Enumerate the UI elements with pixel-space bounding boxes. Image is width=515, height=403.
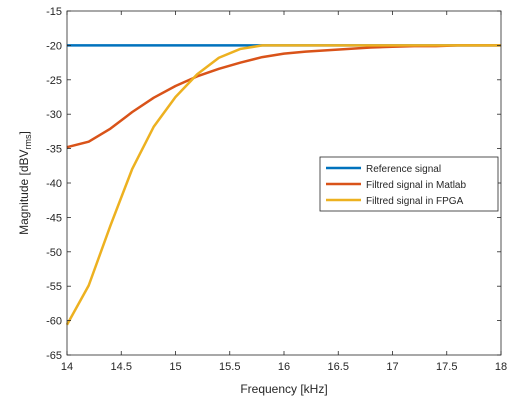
x-axis-label: Frequency [kHz] — [240, 382, 327, 396]
y-axis-label: Magnitude [dBVrms] — [17, 131, 33, 235]
y-axis-label-subscript: rms — [23, 134, 33, 149]
y-ticks: -15 -20 -25 -30 -35 -40 -45 -50 -55 -60 -65 — [46, 6, 501, 362]
y-tick-label: -40 — [46, 178, 62, 190]
x-tick-label: 14 — [61, 361, 73, 373]
x-tick-label: 14.5 — [111, 361, 132, 373]
y-axis-label-suffix: ] — [17, 131, 31, 134]
x-ticks: 14 14.5 15 15.5 16 16.5 17 17.5 18 — [61, 11, 507, 373]
x-tick-label: 17 — [386, 361, 398, 373]
legend-label-fpga: Filtred signal in FPGA — [366, 196, 464, 207]
y-tick-label: -20 — [46, 40, 62, 52]
legend: Reference signal Filtred signal in Matla… — [319, 156, 499, 212]
y-tick-label: -25 — [46, 75, 62, 87]
x-tick-label: 16 — [278, 361, 290, 373]
x-tick-label: 17.5 — [436, 361, 457, 373]
y-tick-label: -60 — [46, 316, 62, 328]
series-line-fpga — [65, 44, 501, 326]
legend-label-reference: Reference signal — [366, 164, 441, 175]
x-tick-label: 15.5 — [219, 361, 240, 373]
y-tick-label: -45 — [46, 212, 62, 224]
y-tick-label: -65 — [46, 350, 62, 362]
y-tick-label: -30 — [46, 109, 62, 121]
y-tick-label: -35 — [46, 144, 62, 156]
x-tick-label: 15 — [169, 361, 181, 373]
x-tick-label: 16.5 — [328, 361, 349, 373]
series-layer — [65, 44, 501, 326]
y-tick-label: -55 — [46, 281, 62, 293]
y-axis-label-base: Magnitude [dBV — [17, 149, 31, 234]
x-tick-label: 18 — [495, 361, 507, 373]
legend-label-matlab: Filtred signal in Matlab — [366, 180, 466, 191]
y-tick-label: -50 — [46, 247, 62, 259]
y-tick-label: -15 — [46, 6, 62, 18]
